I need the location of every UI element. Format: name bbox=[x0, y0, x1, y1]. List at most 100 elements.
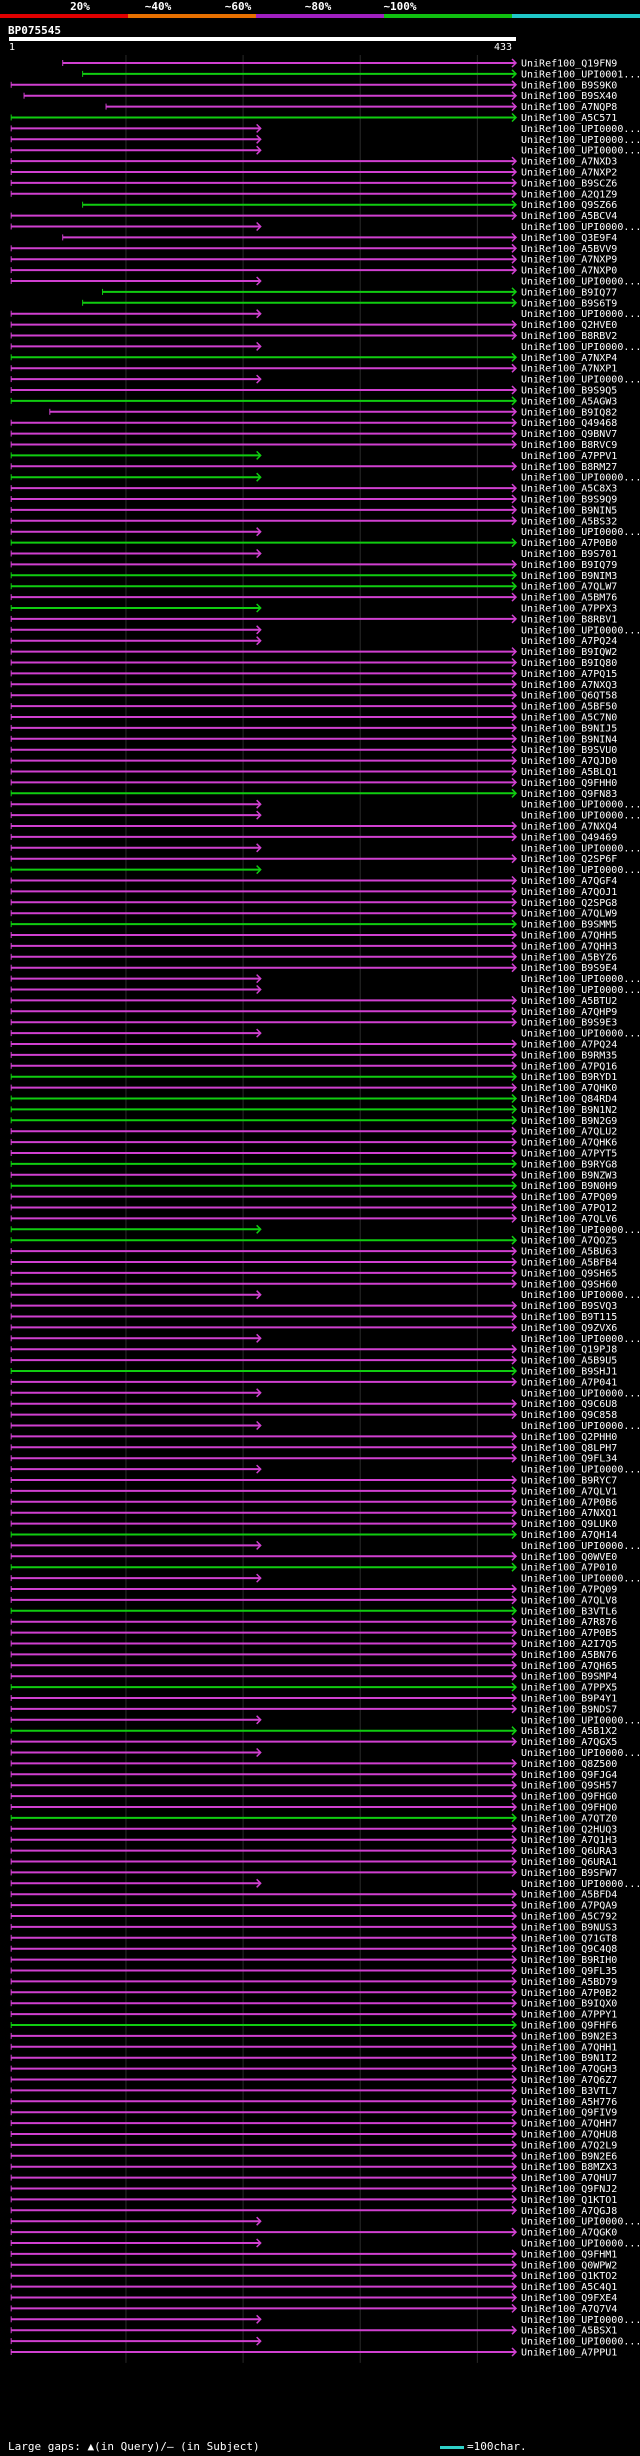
hit-label[interactable]: UniRef100_Q1KTO2 bbox=[521, 2271, 617, 2282]
hit-label[interactable]: UniRef100_A7R876 bbox=[521, 1617, 617, 1628]
hit-label[interactable]: UniRef100_UPI0000... bbox=[521, 342, 640, 353]
hit-label[interactable]: UniRef100_Q9FHH0 bbox=[521, 778, 617, 789]
hit-label[interactable]: UniRef100_B9N2G9 bbox=[521, 1116, 617, 1127]
hit-label[interactable]: UniRef100_UPI0000... bbox=[521, 375, 640, 386]
hit-label[interactable]: UniRef100_B9N2E6 bbox=[521, 2151, 617, 2162]
hit-label[interactable]: UniRef100_UPI0000... bbox=[521, 811, 640, 822]
hit-label[interactable]: UniRef100_Q9FN83 bbox=[521, 789, 617, 800]
hit-label[interactable]: UniRef100_A7QLV6 bbox=[521, 1214, 617, 1225]
hit-label[interactable]: UniRef100_B9SVU0 bbox=[521, 745, 617, 756]
hit-label[interactable]: UniRef100_B9IQ80 bbox=[521, 658, 617, 669]
hit-label[interactable]: UniRef100_A7NQP8 bbox=[521, 102, 617, 113]
hit-label[interactable]: UniRef100_B9S9E3 bbox=[521, 1018, 617, 1029]
hit-label[interactable]: UniRef100_B3VTL7 bbox=[521, 2086, 617, 2097]
hit-label[interactable]: UniRef100_A7QGJ8 bbox=[521, 2206, 617, 2217]
hit-label[interactable]: UniRef100_Q0WVE0 bbox=[521, 1552, 617, 1563]
hit-label[interactable]: UniRef100_Q8LPH7 bbox=[521, 1443, 617, 1454]
hit-label[interactable]: UniRef100_Q9SH60 bbox=[521, 1279, 617, 1290]
hit-label[interactable]: UniRef100_Q2HVE0 bbox=[521, 320, 617, 331]
hit-label[interactable]: UniRef100_A7QHH5 bbox=[521, 931, 617, 942]
hit-label[interactable]: UniRef100_B9S9Q9 bbox=[521, 495, 617, 506]
hit-label[interactable]: UniRef100_B9SMM5 bbox=[521, 920, 617, 931]
hit-label[interactable]: UniRef100_A7QHH7 bbox=[521, 2119, 617, 2130]
hit-label[interactable]: UniRef100_A7QLV8 bbox=[521, 1595, 617, 1606]
hit-label[interactable]: UniRef100_A7QLW7 bbox=[521, 582, 617, 593]
hit-label[interactable]: UniRef100_Q9C858 bbox=[521, 1410, 617, 1421]
hit-label[interactable]: UniRef100_A7QHU8 bbox=[521, 2130, 617, 2141]
hit-label[interactable]: UniRef100_A7QOZ5 bbox=[521, 1236, 617, 1247]
hit-label[interactable]: UniRef100_UPI0000... bbox=[521, 1465, 640, 1476]
hit-label[interactable]: UniRef100_A7NXP2 bbox=[521, 168, 617, 179]
hit-label[interactable]: UniRef100_A7QGH3 bbox=[521, 2064, 617, 2075]
hit-label[interactable]: UniRef100_B9SX40 bbox=[521, 91, 617, 102]
hit-label[interactable]: UniRef100_A5BSX1 bbox=[521, 2326, 617, 2337]
hit-label[interactable]: UniRef100_B9NIJ5 bbox=[521, 723, 617, 734]
hit-label[interactable]: UniRef100_B9N1I2 bbox=[521, 2053, 617, 2064]
hit-label[interactable]: UniRef100_A5BTU2 bbox=[521, 996, 617, 1007]
hit-label[interactable]: UniRef100_A7QHP9 bbox=[521, 1007, 617, 1018]
hit-label[interactable]: UniRef100_Q9SH57 bbox=[521, 1781, 617, 1792]
hit-label[interactable]: UniRef100_B9NDS7 bbox=[521, 1704, 617, 1715]
hit-label[interactable]: UniRef100_A7P0B2 bbox=[521, 1988, 617, 1999]
hit-label[interactable]: UniRef100_A5C7N0 bbox=[521, 713, 617, 724]
hit-label[interactable]: UniRef100_A7PPX5 bbox=[521, 1683, 617, 1694]
hit-label[interactable]: UniRef100_A7Q1H3 bbox=[521, 1835, 617, 1846]
hit-label[interactable]: UniRef100_B8RM27 bbox=[521, 462, 617, 473]
hit-label[interactable]: UniRef100_UPI0000... bbox=[521, 800, 640, 811]
hit-label[interactable]: UniRef100_A7NXQ3 bbox=[521, 680, 617, 691]
hit-label[interactable]: UniRef100_A5BVV9 bbox=[521, 244, 617, 255]
hit-label[interactable]: UniRef100_A5H776 bbox=[521, 2097, 617, 2108]
hit-label[interactable]: UniRef100_UPI0000... bbox=[521, 2315, 640, 2326]
hit-label[interactable]: UniRef100_Q1KTO1 bbox=[521, 2195, 617, 2206]
hit-label[interactable]: UniRef100_Q9FHG0 bbox=[521, 1792, 617, 1803]
hit-label[interactable]: UniRef100_A5BN76 bbox=[521, 1650, 617, 1661]
hit-label[interactable]: UniRef100_A5C571 bbox=[521, 113, 617, 124]
hit-label[interactable]: UniRef100_B9S9Q5 bbox=[521, 386, 617, 397]
hit-label[interactable]: UniRef100_Q9BNV7 bbox=[521, 429, 617, 440]
hit-label[interactable]: UniRef100_A2Q1Z9 bbox=[521, 189, 617, 200]
hit-label[interactable]: UniRef100_A7Q7V4 bbox=[521, 2304, 617, 2315]
hit-label[interactable]: UniRef100_A5BF50 bbox=[521, 702, 617, 713]
hit-label[interactable]: UniRef100_B9RM35 bbox=[521, 1050, 617, 1061]
hit-label[interactable]: UniRef100_A7PQ12 bbox=[521, 1203, 617, 1214]
hit-label[interactable]: UniRef100_A5BFD4 bbox=[521, 1890, 617, 1901]
hit-label[interactable]: UniRef100_Q2SPG8 bbox=[521, 898, 617, 909]
hit-label[interactable]: UniRef100_Q6URA3 bbox=[521, 1846, 617, 1857]
hit-label[interactable]: UniRef100_A7PQ15 bbox=[521, 669, 617, 680]
hit-label[interactable]: UniRef100_A7QHH3 bbox=[521, 941, 617, 952]
hit-label[interactable]: UniRef100_B9IQ77 bbox=[521, 287, 617, 298]
hit-label[interactable]: UniRef100_B9IQX0 bbox=[521, 1999, 617, 2010]
hit-label[interactable]: UniRef100_B9RIH0 bbox=[521, 1955, 617, 1966]
hit-label[interactable]: UniRef100_A7QGX5 bbox=[521, 1737, 617, 1748]
hit-label[interactable]: UniRef100_A7NXP1 bbox=[521, 364, 617, 375]
hit-label[interactable]: UniRef100_UPI0000... bbox=[521, 1421, 640, 1432]
hit-label[interactable]: UniRef100_A7QHU7 bbox=[521, 2173, 617, 2184]
hit-label[interactable]: UniRef100_B9IQ82 bbox=[521, 407, 617, 418]
hit-label[interactable]: UniRef100_A7QH14 bbox=[521, 1530, 617, 1541]
hit-label[interactable]: UniRef100_B8RBV1 bbox=[521, 614, 617, 625]
hit-label[interactable]: UniRef100_UPI0001... bbox=[521, 69, 640, 80]
hit-label[interactable]: UniRef100_A7NXD3 bbox=[521, 157, 617, 168]
hit-label[interactable]: UniRef100_Q9FHQ0 bbox=[521, 1803, 617, 1814]
hit-label[interactable]: UniRef100_UPI0000... bbox=[521, 974, 640, 985]
hit-label[interactable]: UniRef100_Q2SP6F bbox=[521, 854, 617, 865]
hit-label[interactable]: UniRef100_Q9FIV9 bbox=[521, 2108, 617, 2119]
hit-label[interactable]: UniRef100_A7P0B0 bbox=[521, 538, 617, 549]
hit-label[interactable]: UniRef100_Q0WPW2 bbox=[521, 2260, 617, 2271]
hit-label[interactable]: UniRef100_B9N0H9 bbox=[521, 1181, 617, 1192]
hit-label[interactable]: UniRef100_Q84RD4 bbox=[521, 1094, 617, 1105]
hit-label[interactable]: UniRef100_B9NZW3 bbox=[521, 1170, 617, 1181]
hit-label[interactable]: UniRef100_Q19PJ8 bbox=[521, 1345, 617, 1356]
hit-label[interactable]: UniRef100_Q6QT58 bbox=[521, 691, 617, 702]
hit-label[interactable]: UniRef100_UPI0000... bbox=[521, 1029, 640, 1040]
hit-label[interactable]: UniRef100_B9SVQ3 bbox=[521, 1301, 617, 1312]
hit-label[interactable]: UniRef100_UPI0000... bbox=[521, 222, 640, 233]
hit-label[interactable]: UniRef100_A5BD79 bbox=[521, 1977, 617, 1988]
hit-label[interactable]: UniRef100_A7PQ09 bbox=[521, 1192, 617, 1203]
hit-label[interactable]: UniRef100_A7PQ24 bbox=[521, 636, 617, 647]
hit-label[interactable]: UniRef100_Q3E9F4 bbox=[521, 233, 617, 244]
hit-label[interactable]: UniRef100_A7QHK0 bbox=[521, 1083, 617, 1094]
hit-label[interactable]: UniRef100_Q9FNJ2 bbox=[521, 2184, 617, 2195]
hit-label[interactable]: UniRef100_B9N1N2 bbox=[521, 1105, 617, 1116]
hit-label[interactable]: UniRef100_UPI0000... bbox=[521, 1879, 640, 1890]
